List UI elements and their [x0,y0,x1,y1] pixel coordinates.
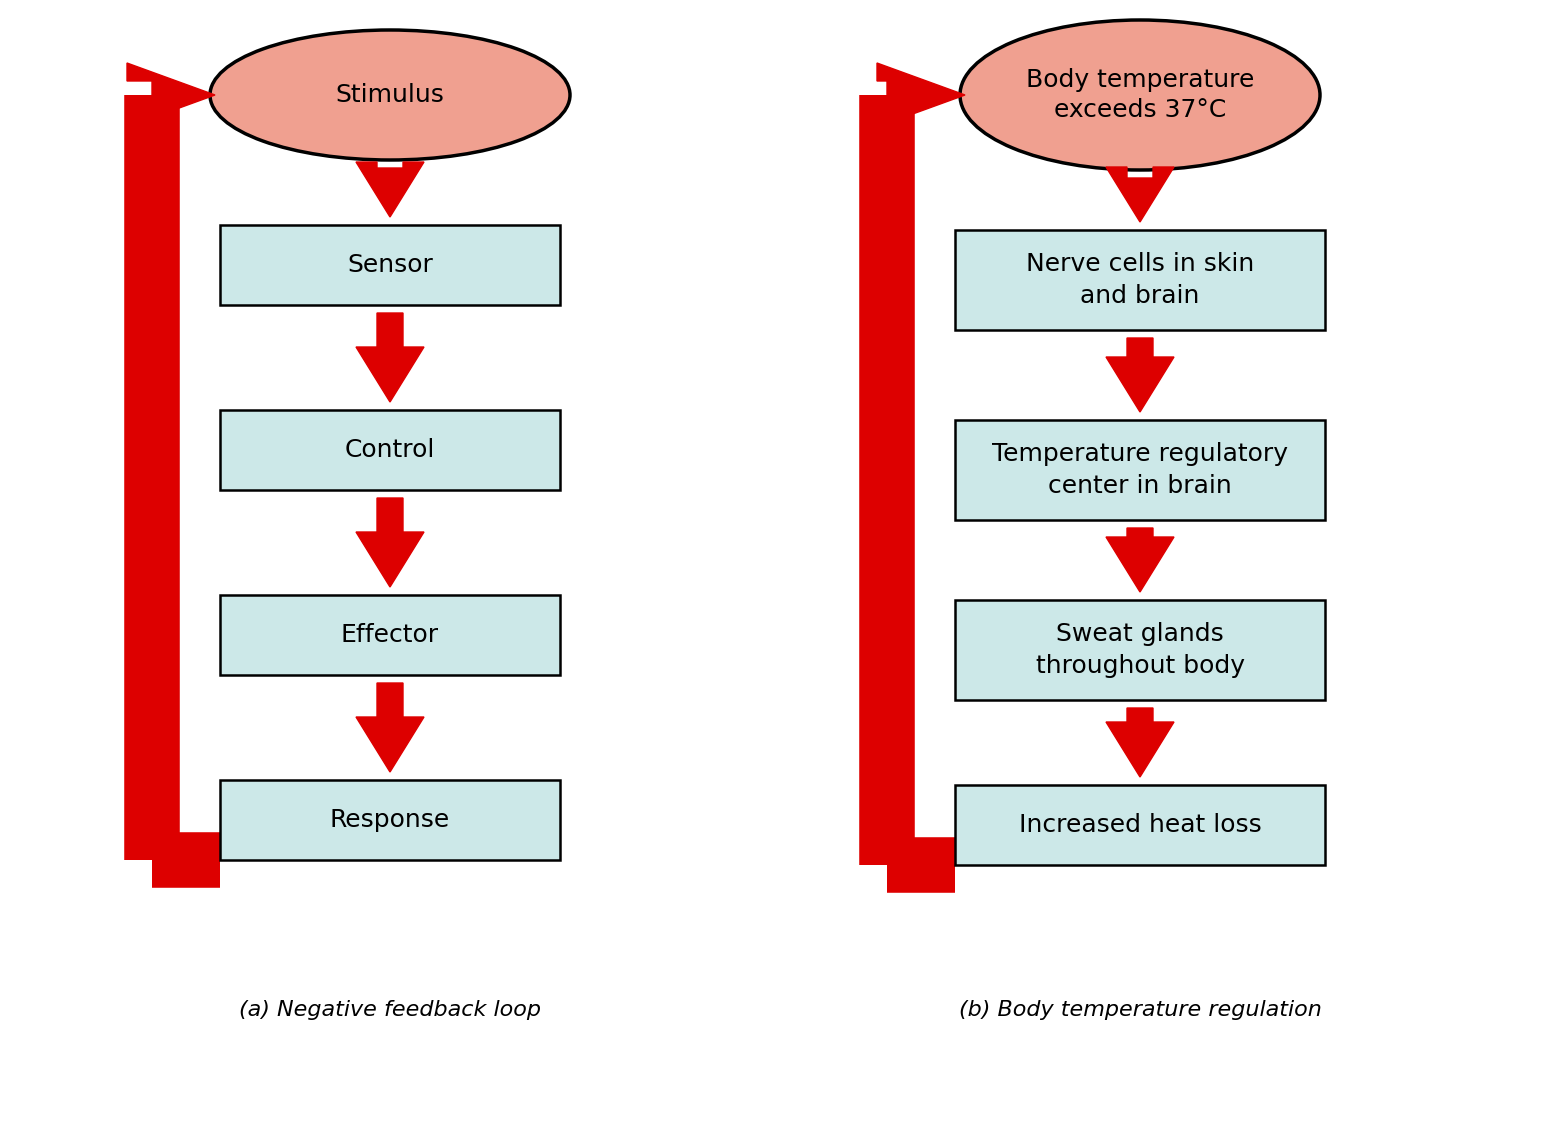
Text: Response: Response [331,808,450,832]
FancyBboxPatch shape [219,780,559,860]
Text: Sweat glands
throughout body: Sweat glands throughout body [1035,622,1245,677]
FancyArrow shape [127,63,215,127]
Text: Increased heat loss: Increased heat loss [1018,813,1261,837]
FancyBboxPatch shape [955,785,1326,865]
FancyArrow shape [1106,708,1174,777]
Text: Sensor: Sensor [348,253,433,277]
FancyBboxPatch shape [219,225,559,305]
Text: Temperature regulatory
center in brain: Temperature regulatory center in brain [992,442,1289,497]
FancyArrow shape [878,63,966,127]
FancyBboxPatch shape [955,229,1326,330]
FancyBboxPatch shape [955,420,1326,520]
FancyArrow shape [1106,166,1174,222]
FancyArrow shape [355,683,423,772]
FancyBboxPatch shape [219,410,559,490]
FancyArrow shape [1106,528,1174,592]
Text: Nerve cells in skin
and brain: Nerve cells in skin and brain [1026,252,1255,308]
FancyArrow shape [355,313,423,402]
Text: (a) Negative feedback loop: (a) Negative feedback loop [239,1000,541,1020]
Text: Stimulus: Stimulus [335,83,445,107]
Ellipse shape [959,20,1319,170]
Text: Effector: Effector [341,623,439,647]
Text: Control: Control [345,438,436,462]
FancyArrow shape [355,498,423,587]
Ellipse shape [210,30,570,160]
FancyBboxPatch shape [955,600,1326,700]
Text: (b) Body temperature regulation: (b) Body temperature regulation [958,1000,1321,1020]
FancyBboxPatch shape [219,595,559,675]
FancyArrow shape [1106,338,1174,412]
FancyArrow shape [355,162,423,217]
Text: Body temperature
exceeds 37°C: Body temperature exceeds 37°C [1026,68,1255,123]
